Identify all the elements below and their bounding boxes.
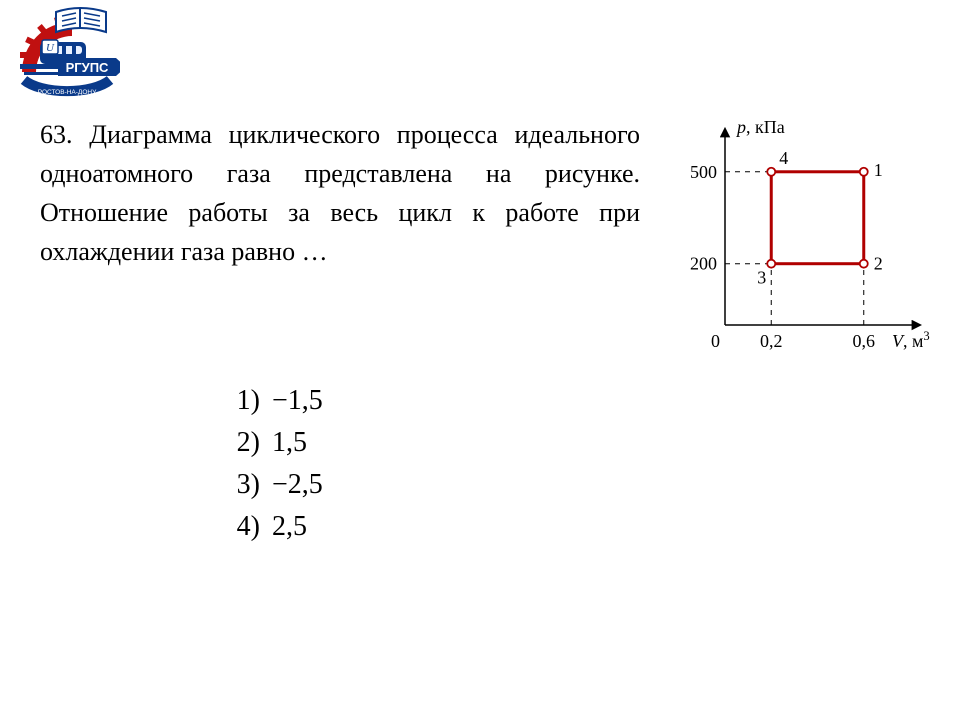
answer-val: 2,5 (272, 506, 307, 548)
answer-val: −2,5 (272, 464, 323, 506)
answer-num: 3) (230, 464, 260, 506)
problem-number: 63. (40, 120, 73, 149)
svg-text:p, кПа: p, кПа (735, 117, 785, 137)
answer-option: 2) 1,5 (230, 422, 323, 464)
logo-banner-text: РГУПС (66, 60, 109, 75)
problem-text: 63. Диаграмма циклического процесса идеа… (40, 115, 640, 271)
svg-text:0: 0 (711, 331, 720, 351)
u-badge-text: U (46, 42, 55, 54)
svg-text:3: 3 (757, 268, 766, 288)
logo-ring-text: РОСТОВ-НА-ДОНУ (38, 89, 97, 96)
u-badge: U (42, 40, 58, 54)
pv-diagram-svg: 1 2 3 4 500 200 0,2 0,6 0 p, кПа V, м3 (670, 115, 940, 365)
answer-option: 1) −1,5 (230, 380, 323, 422)
svg-text:500: 500 (690, 162, 717, 182)
answer-option: 3) −2,5 (230, 464, 323, 506)
page: U РГУПС РОСТОВ-НА-ДОНУ 63. Диаграмма цик… (0, 0, 960, 720)
svg-text:4: 4 (779, 148, 788, 168)
svg-text:0,2: 0,2 (760, 331, 783, 351)
answer-num: 2) (230, 422, 260, 464)
book-icon (56, 8, 106, 32)
logo-ring: РОСТОВ-НА-ДОНУ (24, 80, 110, 96)
svg-text:V, м3: V, м3 (892, 329, 930, 351)
logo-banner: РГУПС (58, 58, 120, 76)
svg-text:200: 200 (690, 254, 717, 274)
svg-text:2: 2 (874, 254, 883, 274)
answer-option: 4) 2,5 (230, 506, 323, 548)
answer-num: 1) (230, 380, 260, 422)
answer-options: 1) −1,5 2) 1,5 3) −2,5 4) 2,5 (230, 380, 323, 548)
logo-svg: U РГУПС РОСТОВ-НА-ДОНУ (10, 2, 120, 102)
problem-row: 63. Диаграмма циклического процесса идеа… (40, 115, 940, 365)
problem-body: Диаграмма циклического процесса идеально… (40, 120, 640, 266)
logo: U РГУПС РОСТОВ-НА-ДОНУ (10, 2, 120, 102)
answer-val: 1,5 (272, 422, 307, 464)
svg-text:1: 1 (874, 160, 883, 180)
answer-val: −1,5 (272, 380, 323, 422)
answer-num: 4) (230, 506, 260, 548)
pv-diagram: 1 2 3 4 500 200 0,2 0,6 0 p, кПа V, м3 (670, 115, 940, 365)
svg-text:0,6: 0,6 (853, 331, 876, 351)
